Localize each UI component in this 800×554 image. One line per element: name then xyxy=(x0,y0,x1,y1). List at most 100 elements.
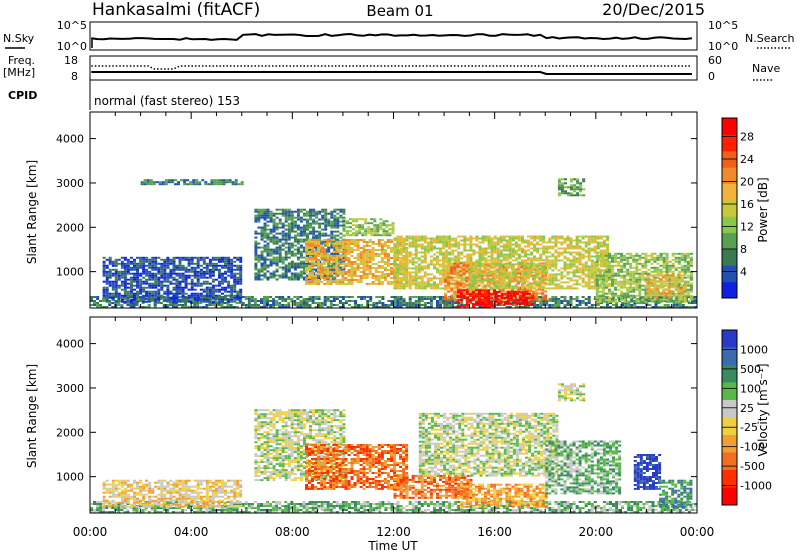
heatmap-cell xyxy=(405,304,409,306)
heatmap-cell xyxy=(460,269,464,272)
heatmap-cell xyxy=(408,287,412,290)
heatmap-cell xyxy=(533,247,537,250)
heatmap-cell xyxy=(312,228,316,231)
heatmap-cell xyxy=(224,278,227,281)
heatmap-cell xyxy=(536,263,540,266)
heatmap-cell xyxy=(439,259,442,262)
heatmap-cell xyxy=(350,249,354,251)
heatmap-cell xyxy=(448,253,452,256)
heatmap-cell xyxy=(287,304,291,306)
heatmap-cell xyxy=(448,269,452,272)
heatmap-cell xyxy=(123,298,127,300)
heatmap-cell xyxy=(218,280,221,283)
heatmap-cell xyxy=(469,263,473,266)
heatmap-cell xyxy=(354,304,357,306)
heatmap-cell xyxy=(687,302,691,304)
heatmap-cell xyxy=(511,287,515,290)
heatmap-cell xyxy=(447,266,451,269)
heatmap-cell xyxy=(460,243,464,246)
heatmap-cell xyxy=(457,251,461,254)
heatmap-cell xyxy=(284,232,288,235)
heatmap-cell xyxy=(529,266,533,269)
heatmap-cell xyxy=(272,300,276,302)
heatmap-cell xyxy=(521,247,524,250)
heatmap-cell xyxy=(290,230,294,233)
heatmap-cell xyxy=(342,230,346,233)
heatmap-cell xyxy=(374,249,378,251)
heatmap-cell xyxy=(408,302,412,304)
heatmap-cell xyxy=(536,275,540,278)
heatmap-cell xyxy=(468,301,472,304)
heatmap-cell xyxy=(414,257,418,260)
heatmap-cell xyxy=(554,245,558,248)
heatmap-cell xyxy=(335,275,339,277)
heatmap-cell xyxy=(481,265,485,268)
heatmap-cell xyxy=(145,292,149,295)
heatmap-cell xyxy=(311,245,314,247)
heatmap-cell xyxy=(483,284,487,287)
heatmap-cell xyxy=(190,292,194,295)
heatmap-cell xyxy=(160,284,164,287)
heatmap-cell xyxy=(375,306,379,308)
heatmap-cell xyxy=(481,299,484,302)
heatmap-cell xyxy=(694,300,697,302)
heatmap-cell xyxy=(456,301,460,304)
heatmap-cell xyxy=(521,235,524,238)
heatmap-cell xyxy=(111,306,115,308)
heatmap-cell xyxy=(346,232,349,235)
heatmap-cell xyxy=(584,249,588,252)
heatmap-cell xyxy=(196,298,200,301)
heatmap-cell xyxy=(293,240,297,243)
heatmap-cell xyxy=(333,224,337,227)
heatmap-cell xyxy=(254,236,258,239)
heatmap-cell xyxy=(190,282,194,285)
heatmap-cell xyxy=(193,304,197,306)
heatmap-cell xyxy=(405,237,409,240)
heatmap-cell xyxy=(169,272,173,275)
heatmap-cell xyxy=(336,220,340,223)
heatmap-cell xyxy=(317,306,321,308)
heatmap-cell xyxy=(296,256,300,259)
heatmap-cell xyxy=(335,304,339,306)
heatmap-cell xyxy=(299,240,303,243)
heatmap-cell xyxy=(230,270,234,273)
heatmap-cell xyxy=(490,301,494,304)
heatmap-cell xyxy=(465,278,469,281)
heatmap-cell xyxy=(308,269,311,271)
heatmap-cell xyxy=(324,234,328,237)
heatmap-cell xyxy=(281,230,285,233)
heatmap-cell xyxy=(505,277,509,280)
heatmap-cell xyxy=(317,269,321,271)
heatmap-cell xyxy=(299,210,303,213)
heatmap-cell xyxy=(284,274,288,277)
heatmap-cell xyxy=(444,274,448,277)
heatmap-cell xyxy=(539,269,543,272)
heatmap-cell xyxy=(499,237,503,240)
heatmap-cell xyxy=(393,283,397,286)
heatmap-cell xyxy=(305,277,308,279)
heatmap-cell xyxy=(154,266,158,269)
heatmap-cell xyxy=(524,263,527,266)
heatmap-cell xyxy=(454,285,458,288)
heatmap-cell xyxy=(481,287,485,290)
heatmap-cell xyxy=(239,272,243,275)
heatmap-cell xyxy=(187,268,191,271)
heatmap-cell xyxy=(139,292,143,295)
heatmap-cell xyxy=(139,274,143,277)
heatmap-cell xyxy=(160,294,164,297)
heatmap-cell xyxy=(342,228,346,231)
heatmap-cell xyxy=(433,245,436,248)
heatmap-cell xyxy=(624,296,628,298)
heatmap-cell xyxy=(502,239,506,242)
heatmap-cell xyxy=(581,263,585,266)
heatmap-cell xyxy=(160,274,164,277)
heatmap-cell xyxy=(572,245,576,248)
heatmap-cell xyxy=(469,283,473,286)
heatmap-cell xyxy=(102,264,106,267)
heatmap-cell xyxy=(436,239,439,242)
heatmap-cell xyxy=(356,259,360,261)
heatmap-cell xyxy=(278,274,282,277)
heatmap-cell xyxy=(405,277,409,279)
heatmap-cell xyxy=(433,259,436,262)
heatmap-cell xyxy=(190,266,194,269)
